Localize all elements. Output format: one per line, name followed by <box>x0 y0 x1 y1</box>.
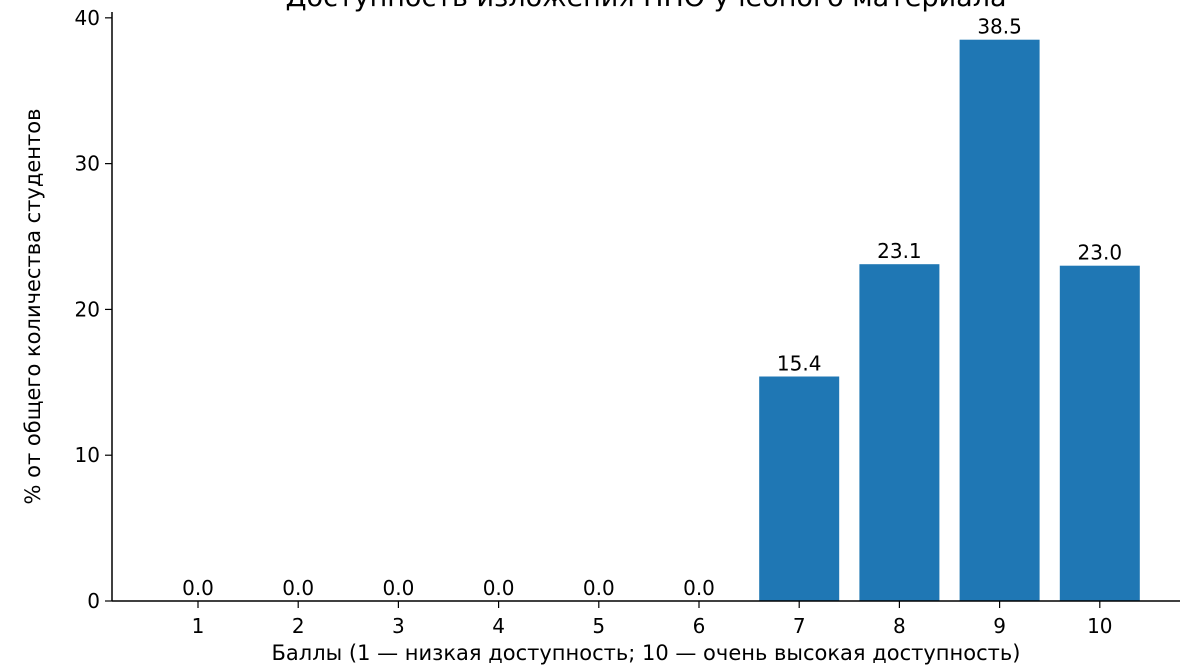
bar-value-label-3: 0.0 <box>382 576 414 600</box>
bar-value-label-9: 38.5 <box>977 15 1022 39</box>
x-tick-label-10: 10 <box>1087 614 1112 638</box>
x-axis-label: Баллы (1 — низкая доступность; 10 — очен… <box>272 641 1021 665</box>
x-tick-label-1: 1 <box>192 614 205 638</box>
y-tick-label-40: 40 <box>75 6 100 30</box>
x-tick-label-5: 5 <box>592 614 605 638</box>
chart-title: Доступность изложения НПО учебного матер… <box>285 0 1006 13</box>
bar-9 <box>959 39 1040 601</box>
bar-value-label-2: 0.0 <box>282 576 314 600</box>
y-tick-label-30: 30 <box>75 152 100 176</box>
x-tick-label-3: 3 <box>392 614 405 638</box>
bar-8 <box>859 264 940 601</box>
bar-value-label-5: 0.0 <box>583 576 615 600</box>
y-axis-label-group: % от общего количества студентов <box>21 109 45 505</box>
bar-value-label-6: 0.0 <box>683 576 715 600</box>
y-tick-label-20: 20 <box>75 297 100 321</box>
y-tick-label-10: 10 <box>75 443 100 467</box>
bar-value-label-10: 23.0 <box>1078 241 1123 265</box>
bar-value-label-8: 23.1 <box>877 239 922 263</box>
x-tick-label-9: 9 <box>993 614 1006 638</box>
bar-value-label-4: 0.0 <box>483 576 515 600</box>
bar-10 <box>1059 265 1140 601</box>
y-tick-label-0: 0 <box>87 589 100 613</box>
bar-value-label-1: 0.0 <box>182 576 214 600</box>
y-axis-label: % от общего количества студентов <box>21 109 45 505</box>
x-tick-label-8: 8 <box>893 614 906 638</box>
x-tick-label-4: 4 <box>492 614 505 638</box>
x-tick-label-7: 7 <box>793 614 806 638</box>
bar-7 <box>759 376 840 601</box>
bar-value-label-7: 15.4 <box>777 352 822 376</box>
x-tick-label-6: 6 <box>693 614 706 638</box>
x-tick-label-2: 2 <box>292 614 305 638</box>
plot-area: 0.0 0.0 0.0 0.0 0.0 0.0 15.4 23.1 38.5 23.0 0 10 20 3… <box>75 6 1180 638</box>
